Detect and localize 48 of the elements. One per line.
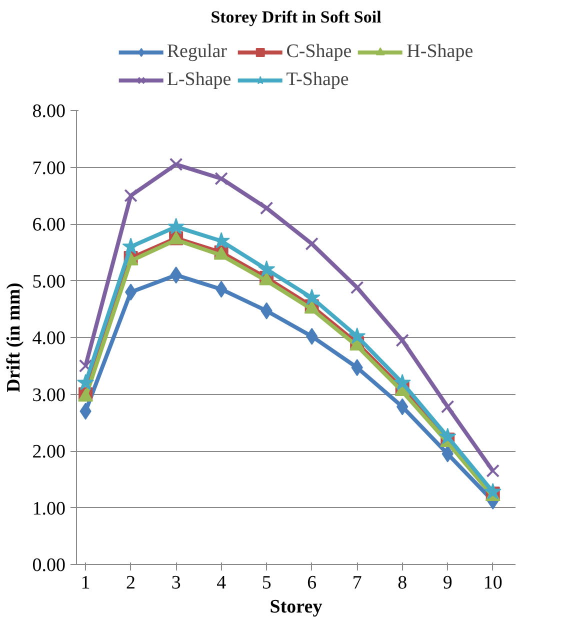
point [124,188,138,202]
x-tick-label: 9 [442,572,452,594]
point [303,288,320,306]
point [122,238,140,254]
point [215,280,228,298]
point [169,158,183,172]
x-tick-label: 10 [483,572,502,594]
y-axis-title: Drift (in mm) [3,282,24,392]
y-tick-label: 1.00 [32,498,66,520]
point [484,482,502,500]
x-tick-label: 5 [262,572,272,594]
y-tick-label: 5.00 [32,271,66,292]
y-tick-label: 7.00 [32,158,66,179]
y-tick-label: 0.00 [32,555,66,576]
x-tick-label: 3 [171,572,181,594]
legend-label: H-Shape [406,40,474,62]
y-tick-label: 6.00 [32,214,66,236]
chart-title: Storey Drift in Soft Soil [210,8,382,26]
x-tick-label: 6 [307,572,317,594]
point [348,327,366,344]
legend-label: Regular [166,40,228,62]
x-tick-label: 1 [80,572,90,594]
y-tick-label: 2.00 [32,442,66,462]
x-tick-label: 4 [216,572,227,594]
point [439,428,456,444]
x-tick-label: 7 [352,572,362,594]
x-axis-title: Storey [270,596,323,618]
y-tick-label: 3.00 [32,384,66,406]
point [396,334,410,347]
point [440,400,454,414]
point [394,374,411,390]
point [124,284,137,301]
point [214,172,228,186]
point [167,218,185,234]
x-tick-label: 2 [126,572,136,594]
point [305,237,318,251]
point [258,260,276,277]
legend-label: L-Shape [166,68,232,90]
x-tick-label: 8 [398,572,408,594]
point [76,374,94,390]
y-tick-label: 4.00 [32,328,66,349]
point [350,280,364,294]
point [78,359,92,373]
point [486,464,500,478]
legend-label: C-Shape [286,40,352,62]
point [260,201,274,215]
y-tick-label: 8.00 [32,101,66,122]
legend-label: T-Shape [286,68,349,90]
